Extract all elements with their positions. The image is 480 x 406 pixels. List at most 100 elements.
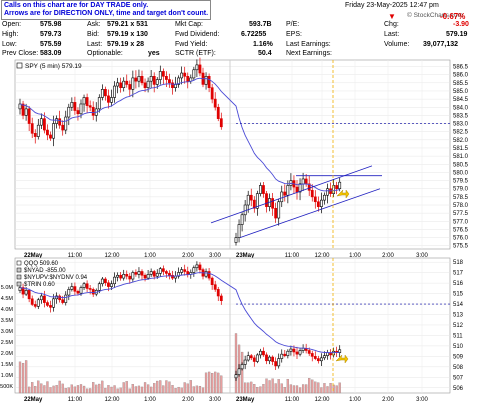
qqq-volume-bar — [101, 380, 104, 394]
qqq-volume-tick-label: 4.5M — [1, 296, 14, 302]
qqq-volume-bar — [64, 388, 67, 394]
spy-candle — [326, 188, 329, 196]
qqq-xtick-label: 22May — [24, 397, 43, 403]
spy-candle — [240, 214, 244, 225]
qqq-volume-bar — [52, 385, 55, 394]
qqq-ytick-label: 510 — [453, 344, 464, 350]
spy-candle — [70, 102, 74, 108]
qqq-candle — [216, 289, 220, 297]
qqq-candle — [301, 348, 305, 351]
spy-candle — [33, 133, 37, 137]
annotation-note: Calls on this chart are for DAY TRADE on… — [1, 0, 212, 20]
qqq-ytick-label: 515 — [453, 292, 464, 298]
qqq-xtick-label: 3:00 — [416, 397, 428, 403]
spy-candle — [107, 95, 110, 103]
qqq-candle — [30, 298, 34, 305]
qqq-ytick-label: 517 — [453, 271, 464, 277]
spy-candle — [27, 108, 31, 124]
fwdyield-value: 1.16% — [253, 41, 273, 48]
spy-candle — [338, 181, 342, 190]
qqq-volume-bar — [34, 386, 37, 394]
spy-ytick-label: 581.0 — [453, 154, 469, 160]
qqq-volume-bar — [211, 373, 214, 394]
qqq-volume-bar — [335, 385, 338, 394]
qqq-candle — [76, 290, 80, 294]
spy-frame — [14, 59, 451, 250]
qqq-volume-bar — [326, 386, 329, 394]
qqq-volume-bar — [186, 383, 189, 394]
spy-candle — [216, 106, 220, 119]
qqq-candle — [149, 271, 153, 275]
qqq-volume-bar — [177, 386, 180, 394]
spy-candle — [319, 199, 323, 207]
spy-xtick-label: 3:00 — [209, 253, 221, 259]
spy-xtick-label: 2:00 — [182, 253, 194, 259]
spy-ytick-label: 577.5 — [453, 211, 469, 217]
qqq-candle — [143, 274, 147, 279]
qqq-candle — [107, 282, 110, 287]
qqq-volume-bar — [70, 384, 73, 394]
qqq-candle — [323, 355, 326, 359]
spy-ytick-label: 576.5 — [453, 227, 469, 233]
qqq-candle — [97, 283, 101, 291]
spy-candle — [262, 185, 265, 194]
qqq-candle — [39, 295, 43, 301]
spy-xtick-label: 12:00 — [104, 253, 120, 259]
qqq-volume-bar — [153, 383, 156, 394]
optionable-value: yes — [148, 50, 160, 57]
high-label: High: — [2, 31, 19, 38]
qqq-volume-bar — [168, 381, 171, 394]
qqq-volume-bar — [207, 371, 211, 394]
spy-candle — [128, 84, 132, 90]
qqq-xtick-label: 12:00 — [314, 397, 330, 403]
qqq-volume-bar — [183, 382, 186, 394]
qqq-volume-bar — [286, 378, 289, 394]
datetime-label: Friday 23-May-2025 12:47 pm — [345, 2, 439, 9]
qqq-candle — [42, 295, 46, 303]
qqq-volume-bar — [280, 383, 283, 394]
qqq-volume-bar — [73, 386, 77, 394]
spy-legend-swatch — [16, 62, 23, 69]
qqq-candle — [88, 288, 92, 290]
volume-label: Volume: — [384, 41, 410, 48]
qqq-legend-swatch — [16, 274, 22, 280]
qqq-candle — [180, 269, 184, 273]
qqq-volume-tick-label: 2.5M — [1, 340, 14, 346]
spy-xtick-label: 2:00 — [382, 253, 394, 259]
qqq-volume-bar — [277, 379, 280, 394]
qqq-volume-bar — [40, 383, 43, 394]
qqq-candle — [237, 368, 241, 375]
spy-ytick-label: 577.0 — [453, 219, 469, 225]
qqq-candle — [79, 287, 83, 294]
spy-candle — [122, 80, 126, 88]
qqq-legend-label: $TRIN 0.60 — [24, 282, 55, 288]
qqq-volume-bar — [116, 388, 119, 394]
qqq-candle — [91, 289, 95, 295]
spy-candle — [42, 118, 46, 131]
spy-candle — [274, 207, 278, 219]
spy-candle — [36, 124, 40, 137]
qqq-candle — [213, 284, 217, 290]
spy-candle — [88, 105, 92, 108]
qqq-candle — [198, 264, 202, 270]
spy-candle — [119, 82, 123, 88]
qqq-volume-bar — [122, 382, 125, 394]
spy-candle — [52, 123, 55, 139]
qqq-candle — [152, 271, 156, 277]
spy-ytick-label: 582.0 — [453, 138, 469, 144]
qqq-volume-tick-label: 3.0M — [1, 329, 14, 335]
spy-candle — [149, 75, 153, 82]
low-label: Low: — [2, 41, 17, 48]
qqq-candle — [210, 277, 214, 285]
qqq-volume-bar — [283, 387, 286, 394]
spy-candle — [192, 69, 196, 79]
qqq-volume-tick-label: 4.0M — [1, 307, 14, 313]
qqq-volume-tick-label: 5.0M — [1, 285, 14, 291]
open-label: Open: — [2, 21, 22, 28]
spy-candle — [286, 185, 290, 196]
spy-candle — [280, 191, 284, 203]
qqq-volume-bar — [46, 381, 49, 394]
low-value: 575.59 — [40, 41, 62, 48]
qqq-candle — [61, 299, 65, 303]
qqq-candle — [310, 353, 314, 357]
